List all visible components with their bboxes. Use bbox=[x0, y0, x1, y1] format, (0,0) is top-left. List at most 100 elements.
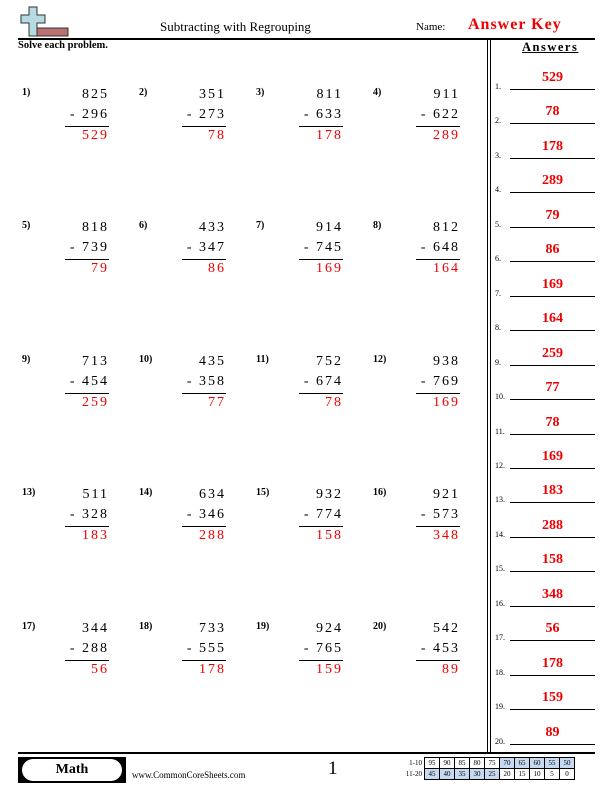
score-range-label: 1-10 bbox=[409, 759, 422, 767]
answer-line bbox=[299, 126, 343, 127]
answer: 169 bbox=[433, 395, 460, 410]
problem-number: 5) bbox=[22, 220, 31, 231]
minuend: 435 bbox=[199, 354, 226, 369]
minuend: 511 bbox=[82, 487, 109, 502]
answer-key-line bbox=[510, 536, 595, 538]
answer-line bbox=[299, 660, 343, 661]
answer-key-line bbox=[510, 295, 595, 297]
answer-line bbox=[416, 259, 460, 260]
answer-key-value: 178 bbox=[542, 655, 563, 671]
answers-title: Answers bbox=[522, 40, 579, 54]
answer-line bbox=[299, 526, 343, 527]
score-cell: 70 bbox=[499, 757, 515, 769]
score-cell: 65 bbox=[514, 757, 530, 769]
plus-minus-logo-icon bbox=[20, 6, 69, 37]
answer-line bbox=[65, 126, 109, 127]
column-divider bbox=[487, 40, 488, 752]
answer-key-number: 14. bbox=[495, 529, 505, 539]
problem-number: 9) bbox=[22, 354, 31, 365]
score-cell: 15 bbox=[514, 768, 530, 780]
answer: 169 bbox=[316, 261, 343, 276]
answer-key-number: 6. bbox=[495, 254, 501, 264]
answer-key-value: 169 bbox=[542, 276, 563, 292]
minuend: 811 bbox=[316, 87, 343, 102]
problem-number: 13) bbox=[22, 487, 36, 498]
subtrahend: - 573 bbox=[420, 507, 460, 522]
problem-number: 2) bbox=[139, 87, 148, 98]
subtrahend: - 622 bbox=[420, 107, 460, 122]
answer-line bbox=[182, 393, 226, 394]
answer-key-line bbox=[510, 502, 595, 504]
answer-key-value: 288 bbox=[542, 517, 563, 533]
page-number: 1 bbox=[328, 758, 338, 779]
subtrahend: - 273 bbox=[186, 107, 226, 122]
answer-key-line bbox=[510, 640, 595, 642]
answer: 56 bbox=[91, 662, 109, 677]
answer-key-number: 4. bbox=[495, 185, 501, 195]
answer: 178 bbox=[316, 128, 343, 143]
subtrahend: - 346 bbox=[186, 507, 226, 522]
answer-key-number: 9. bbox=[495, 357, 501, 367]
score-cell: 30 bbox=[469, 768, 485, 780]
answer-key-number: 2. bbox=[495, 116, 501, 126]
score-cell: 90 bbox=[439, 757, 455, 769]
score-cell: 5 bbox=[544, 768, 560, 780]
answer: 178 bbox=[199, 662, 226, 677]
subtrahend: - 453 bbox=[420, 641, 460, 656]
answer-key-value: 164 bbox=[542, 311, 563, 327]
score-cell: 75 bbox=[484, 757, 500, 769]
website-link[interactable]: www.CommonCoreSheets.com bbox=[132, 770, 246, 780]
problem-number: 18) bbox=[139, 621, 153, 632]
subtrahend: - 745 bbox=[303, 240, 343, 255]
minuend: 938 bbox=[433, 354, 460, 369]
minuend: 634 bbox=[199, 487, 226, 502]
answer: 529 bbox=[82, 128, 109, 143]
answer-key-number: 1. bbox=[495, 82, 501, 91]
problem-number: 16) bbox=[373, 487, 387, 498]
answer-key-number: 10. bbox=[495, 392, 505, 402]
answer-key-line bbox=[510, 467, 595, 469]
answer-key-number: 12. bbox=[495, 460, 505, 470]
score-cell: 20 bbox=[499, 768, 515, 780]
answer: 78 bbox=[208, 128, 226, 143]
problem-number: 17) bbox=[22, 621, 36, 632]
problem-number: 12) bbox=[373, 354, 387, 365]
answer-key-value: 178 bbox=[542, 138, 563, 154]
answer-key-line bbox=[510, 433, 595, 435]
answer-line bbox=[416, 393, 460, 394]
score-cell: 80 bbox=[469, 757, 485, 769]
answer: 79 bbox=[91, 261, 109, 276]
subtrahend: - 454 bbox=[69, 374, 109, 389]
answer-key-value: 159 bbox=[542, 690, 563, 706]
answer-line bbox=[299, 259, 343, 260]
problem-number: 6) bbox=[139, 220, 148, 231]
footer-divider bbox=[18, 752, 595, 754]
score-cell: 0 bbox=[559, 768, 575, 780]
minuend: 914 bbox=[316, 220, 343, 235]
column-divider bbox=[490, 40, 491, 752]
score-table: 1-10 95 90 85 80 75 70 65 60 55 50 11-20 45 40 35 30 25 2… bbox=[396, 757, 575, 780]
score-row: 11-20 45 40 35 30 25 20 15 10 5 0 bbox=[396, 768, 575, 780]
minuend: 733 bbox=[199, 621, 226, 636]
subtrahend: - 648 bbox=[420, 240, 460, 255]
header-divider bbox=[18, 38, 595, 40]
answer-line bbox=[182, 660, 226, 661]
answer: 164 bbox=[433, 261, 460, 276]
answer-key-number: 3. bbox=[495, 150, 501, 160]
subject-label: Math bbox=[22, 759, 122, 781]
answer-key-line bbox=[510, 157, 595, 159]
score-range-label: 11-20 bbox=[405, 770, 422, 778]
score-cell: 50 bbox=[559, 757, 575, 769]
minuend: 752 bbox=[316, 354, 343, 369]
worksheet-title: Subtracting with Regrouping bbox=[160, 19, 311, 34]
score-cell: 85 bbox=[454, 757, 470, 769]
answer-key-value: 348 bbox=[542, 586, 563, 602]
problem-number: 15) bbox=[256, 487, 270, 498]
subtrahend: - 288 bbox=[69, 641, 109, 656]
score-cell: 10 bbox=[529, 768, 545, 780]
answer: 159 bbox=[316, 662, 343, 677]
minuend: 542 bbox=[433, 621, 460, 636]
answer-key-line bbox=[510, 571, 595, 573]
instructions: Solve each problem. bbox=[18, 40, 108, 51]
